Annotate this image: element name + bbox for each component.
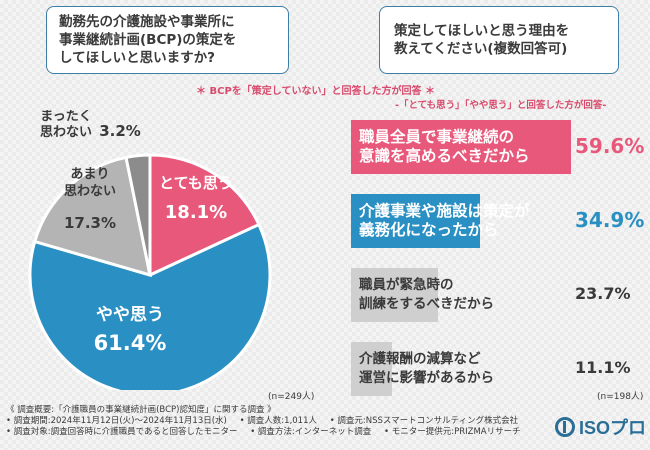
bar-label-2: 職員が緊急時の 訓練をするべきだから <box>359 277 494 312</box>
pie-value-2: 17.3% <box>64 214 116 232</box>
bar-0 <box>351 120 571 174</box>
footer-period: • 調査期間:2024年11月12日(火)〜2024年11月13日(水) <box>6 416 227 426</box>
pie-slice-0 <box>148 153 261 278</box>
pie-chart: とても思う 18.1% やや思う 61.4% あまり思わない 17.3% まったく思わない 3… <box>28 110 272 390</box>
question-2-text: 策定してほしいと思う理由を 教えてください(複数回答可) <box>394 23 570 57</box>
footer-count: • 調査人数:1,011人 <box>239 416 317 426</box>
pie-value-3: 3.2% <box>99 122 141 140</box>
bar-row-3: 介護報酬の減算など 運営に影響があるから <box>351 342 571 396</box>
isopro-logo: ISOプロ <box>555 414 646 440</box>
bar-label-0: 職員全員で事業継続の 意識を高めるべきだから <box>359 128 530 165</box>
pie-slice-2 <box>32 155 152 278</box>
logo-icon <box>555 417 575 437</box>
pie-value-0: 18.1% <box>165 202 227 223</box>
pie-slice-1 <box>28 222 272 390</box>
footer-line-1: 《 調査概要:「介護職員の事業継続計画(BCP)認知度」に関する調査 》 <box>6 405 276 415</box>
question-1-text: 勤務先の介護施設や事業所に 事業継続計画(BCP)の策定を してほしいと思います… <box>59 14 237 66</box>
pie-label-2: あまり思わない <box>64 167 116 199</box>
bar-2 <box>351 268 439 322</box>
bar-row-1: 介護事業や施設は策定が 義務化になったから <box>351 194 571 248</box>
footer-target: • 調査対象:調査回答時に介護職員であると回答したモニター <box>6 427 238 437</box>
pie-label-0: とても思う <box>159 174 233 192</box>
pie-label-1: やや思う <box>96 305 164 325</box>
bar-sample-size: (n=198人) <box>597 392 644 402</box>
footer-provider: • モニター提供元:PRIZMAリサーチ <box>384 427 521 437</box>
bar-1 <box>351 194 480 248</box>
bar-row-2: 職員が緊急時の 訓練をするべきだから <box>351 268 571 322</box>
survey-overview: 《 調査概要:「介護職員の事業継続計画(BCP)認知度」に関する調査 》 • 調… <box>6 405 531 438</box>
bar-value-2: 23.7% <box>575 284 631 303</box>
bar-value-1: 34.9% <box>575 208 645 232</box>
footer-method: • 調査方法:インターネット調査 <box>250 427 372 437</box>
pie-sample-size: (n=249人) <box>268 392 315 402</box>
bar-value-3: 11.1% <box>575 358 631 377</box>
pie-slice-3 <box>124 153 152 276</box>
pie-value-1: 61.4% <box>94 331 167 355</box>
footer-source: • 調査元:NSSスマートコンサルティング株式会社 <box>329 416 519 426</box>
logo-text: ISOプロ <box>579 418 647 438</box>
question-box-1: 勤務先の介護施設や事業所に 事業継続計画(BCP)の策定を してほしいと思います… <box>46 6 289 74</box>
bar-label-3: 介護報酬の減算など 運営に影響があるから <box>359 351 494 386</box>
bar-respondent-note: -「とても思う」「やや思う」と回答した方が回答- <box>395 100 607 111</box>
question-box-2: 策定してほしいと思う理由を 教えてください(複数回答可) <box>379 6 619 74</box>
bar-3 <box>351 342 392 396</box>
bar-row-0: 職員全員で事業継続の 意識を高めるべきだから <box>351 120 571 174</box>
pie-respondent-note: ＊ BCPを「策定していない」と回答した方が回答 ＊ <box>196 86 435 97</box>
bar-value-0: 59.6% <box>575 134 645 158</box>
bar-label-1: 介護事業や施設は策定が 義務化になったから <box>359 202 530 239</box>
pie-label-3: まったく思わない <box>40 110 92 140</box>
